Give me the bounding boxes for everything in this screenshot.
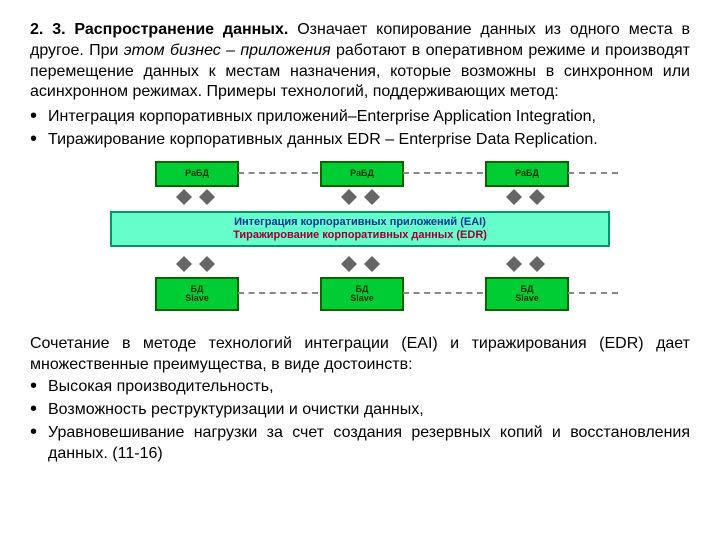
bottom-db-box: БД Slave: [320, 277, 404, 311]
bullet-item: • Высокая производительность,: [30, 377, 690, 398]
bullet-dot-icon: •: [30, 107, 48, 128]
middleware-band: Интеграция корпоративных приложений (EAI…: [110, 211, 610, 247]
dash-line: [568, 292, 618, 294]
double-arrow-icon: [365, 255, 379, 273]
conclusion-paragraph: Сочетание в методе технологий интеграции…: [30, 334, 690, 376]
dash-line: [568, 172, 618, 174]
double-arrow-icon: [507, 255, 521, 273]
bullet-dot-icon: •: [30, 130, 48, 151]
bullet-item: • Тиражирование корпоративных данных EDR…: [30, 130, 690, 151]
double-arrow-icon: [177, 188, 191, 206]
bullet-dot-icon: •: [30, 377, 48, 398]
double-arrow-icon: [200, 188, 214, 206]
box-label: РаБД: [322, 169, 402, 178]
band-line-edr: Тиражирование корпоративных данных (EDR): [112, 229, 608, 242]
double-arrow-icon: [200, 255, 214, 273]
bullet-text: Возможность реструктуризации и очистки д…: [48, 400, 690, 421]
bullet-dot-icon: •: [30, 400, 48, 421]
bullet-dot-icon: •: [30, 423, 48, 465]
bottom-db-box: БД Slave: [155, 277, 239, 311]
intro-text-italic: этом бизнес – приложения: [124, 42, 331, 59]
section-heading: 2. 3. Распространение данных.: [30, 21, 288, 38]
double-arrow-icon: [507, 188, 521, 206]
box-label: Slave: [157, 294, 237, 303]
double-arrow-icon: [342, 188, 356, 206]
double-arrow-icon: [177, 255, 191, 273]
bullet-item: • Интеграция корпоративных приложений–En…: [30, 107, 690, 128]
architecture-diagram: РаБД РаБД РаБД Интеграция корпоративных …: [80, 159, 640, 324]
dash-line: [238, 172, 318, 174]
bullet-text: Интеграция корпоративных приложений–Ente…: [48, 107, 690, 128]
top-db-box: РаБД: [320, 161, 404, 187]
double-arrow-icon: [342, 255, 356, 273]
band-line-eai: Интеграция корпоративных приложений (EAI…: [112, 216, 608, 229]
intro-paragraph: 2. 3. Распространение данных. Означает к…: [30, 20, 690, 103]
double-arrow-icon: [365, 188, 379, 206]
bullet-text: Уравновешивание нагрузки за счет создани…: [48, 423, 690, 465]
box-label: РаБД: [487, 169, 567, 178]
box-label: РаБД: [157, 169, 237, 178]
top-db-box: РаБД: [155, 161, 239, 187]
box-label: Slave: [487, 294, 567, 303]
box-label: Slave: [322, 294, 402, 303]
top-db-box: РаБД: [485, 161, 569, 187]
bullet-item: • Возможность реструктуризации и очистки…: [30, 400, 690, 421]
bullet-item: • Уравновешивание нагрузки за счет созда…: [30, 423, 690, 465]
bullet-text: Высокая производительность,: [48, 377, 690, 398]
bottom-db-box: БД Slave: [485, 277, 569, 311]
dash-line: [403, 172, 483, 174]
dash-line: [403, 292, 483, 294]
double-arrow-icon: [530, 188, 544, 206]
dash-line: [238, 292, 318, 294]
double-arrow-icon: [530, 255, 544, 273]
bullet-text: Тиражирование корпоративных данных EDR –…: [48, 130, 690, 151]
